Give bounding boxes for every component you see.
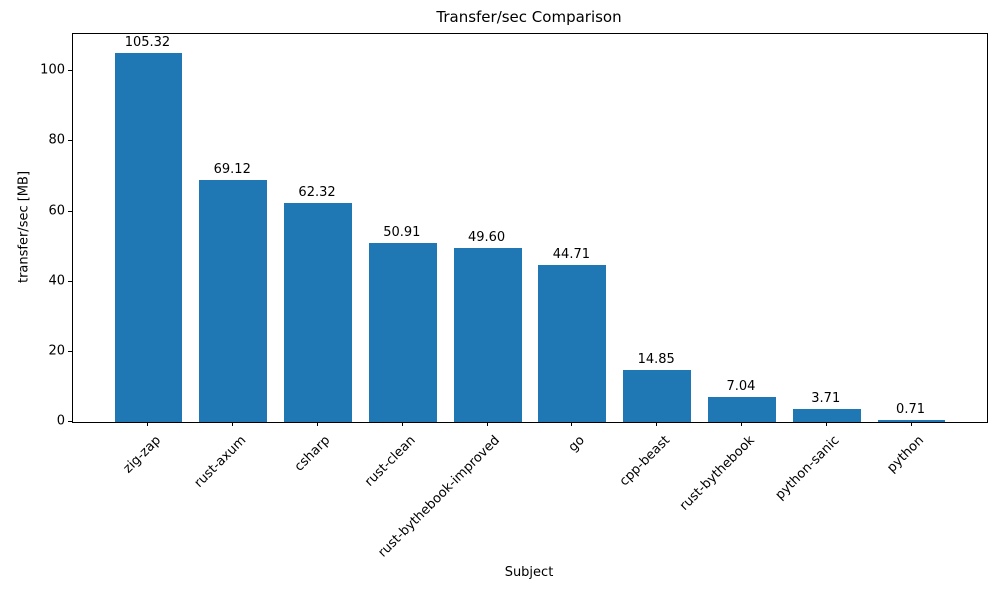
x-tick-mark: [825, 422, 827, 426]
x-tick-mark: [656, 422, 658, 426]
y-tick-label: 0: [56, 413, 65, 429]
x-tick-label: zig-zap: [120, 433, 165, 477]
x-tick-label: python: [884, 433, 928, 476]
bar: [538, 265, 607, 422]
bar-value-label: 105.32: [124, 35, 171, 50]
bar-value-label: 62.32: [298, 185, 336, 200]
bar-value-label: 44.71: [552, 247, 590, 262]
x-axis-label: Subject: [504, 565, 554, 580]
bar: [877, 420, 946, 422]
y-tick-label: 80: [48, 132, 65, 148]
x-tick-label: python-sanic: [772, 433, 843, 503]
y-tick-label: 20: [48, 343, 65, 359]
y-tick-mark: [68, 280, 72, 282]
y-tick-label: 60: [48, 203, 65, 218]
bar: [284, 203, 352, 422]
bar-value-label: 14.85: [637, 352, 675, 367]
y-tick-mark: [68, 70, 72, 72]
bar-value-label: 69.12: [213, 162, 251, 177]
bar-value-label: 3.71: [811, 391, 841, 406]
x-tick-label: rust-bythebook: [676, 433, 758, 514]
y-tick-mark: [68, 350, 72, 352]
bar: [114, 53, 183, 422]
bar-value-label: 7.04: [726, 379, 756, 394]
plot-area: [72, 33, 988, 423]
x-tick-label: cpp-beast: [616, 433, 673, 490]
y-tick-label: 40: [48, 273, 65, 289]
bar: [368, 243, 437, 422]
bar-value-label: 50.91: [383, 225, 421, 240]
x-tick-mark: [740, 422, 742, 426]
bar: [623, 370, 692, 422]
x-tick-label: rust-axum: [191, 433, 249, 491]
bar-value-label: 0.71: [896, 402, 926, 417]
bar: [453, 248, 522, 422]
x-tick-mark: [486, 422, 488, 426]
x-tick-label: csharp: [292, 433, 334, 475]
bar: [199, 180, 268, 422]
y-tick-label: 100: [40, 62, 65, 78]
x-tick-mark: [147, 422, 149, 426]
y-tick-mark: [68, 140, 72, 142]
x-tick-label: rust-clean: [361, 433, 419, 490]
y-tick-mark: [68, 210, 72, 212]
y-tick-mark: [68, 421, 72, 422]
x-tick-mark: [571, 422, 573, 426]
bar-value-label: 49.60: [467, 230, 506, 245]
x-tick-mark: [317, 422, 319, 426]
x-tick-mark: [401, 422, 403, 426]
y-axis-label: transfer/sec [MB]: [16, 170, 32, 284]
x-tick-label: go: [565, 433, 588, 456]
chart-title: Transfer/sec Comparison: [436, 8, 622, 26]
bar: [792, 409, 861, 422]
x-tick-mark: [910, 422, 912, 426]
x-tick-mark: [232, 422, 234, 426]
bar: [708, 397, 776, 422]
